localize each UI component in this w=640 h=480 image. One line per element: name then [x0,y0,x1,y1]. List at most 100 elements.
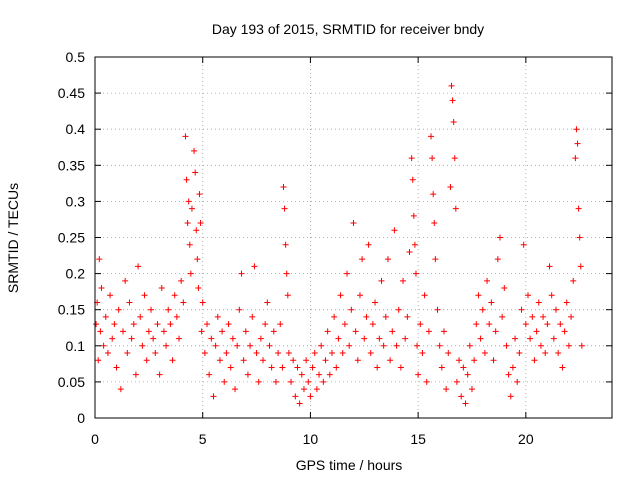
data-point [141,292,148,299]
data-point [169,357,176,364]
data-point [475,292,482,299]
data-point [531,357,538,364]
data-point [219,328,226,335]
data-point [158,285,165,292]
y-tick-label: 0.15 [58,302,85,318]
y-tick-label: 0.25 [58,230,85,246]
data-point [462,400,469,407]
data-points [93,82,585,407]
data-point [529,313,536,320]
data-point [216,357,223,364]
data-point [486,321,493,328]
data-point [575,205,582,212]
data-point [282,241,289,248]
data-point [292,393,299,400]
data-point [135,263,142,270]
data-point [395,306,402,313]
data-point [225,321,232,328]
data-point [542,350,549,357]
y-tick-label: 0.5 [66,49,86,65]
data-point [438,364,445,371]
data-point [344,270,351,277]
data-point [322,357,329,364]
data-point [109,335,116,342]
grid [95,57,612,418]
data-point [214,313,221,320]
data-point [270,328,277,335]
data-point [326,371,333,378]
data-point [456,357,463,364]
data-point [572,155,579,162]
data-point [507,393,514,400]
data-point [208,335,215,342]
data-point [167,321,174,328]
data-point [300,386,307,393]
data-point [408,155,415,162]
data-point [376,335,383,342]
data-point [471,357,478,364]
data-point [557,321,564,328]
data-point [183,176,190,183]
data-point [130,321,137,328]
data-point [359,256,366,263]
data-point [574,140,581,147]
data-point [540,313,547,320]
data-point [400,277,407,284]
data-point [251,263,258,270]
data-point [255,378,262,385]
data-point [423,378,430,385]
data-point [410,212,417,219]
data-point [561,328,568,335]
y-axis-label: SRMTID / TECUs [5,183,21,293]
data-point [229,335,236,342]
data-point [339,350,346,357]
data-point [185,198,192,205]
data-point [268,364,275,371]
data-point [201,350,208,357]
data-point [546,263,553,270]
data-point [196,191,203,198]
data-point [198,328,205,335]
data-point [186,241,193,248]
data-point [335,335,342,342]
data-point [415,371,422,378]
data-point [188,205,195,212]
data-point [406,248,413,255]
y-tick-label: 0.05 [58,374,85,390]
data-point [458,393,465,400]
data-point [122,277,129,284]
data-point [411,241,418,248]
data-point [221,378,228,385]
data-point [232,386,239,393]
data-point [223,350,230,357]
data-point [460,364,467,371]
x-tick-label: 5 [199,431,207,447]
data-point [378,277,385,284]
data-point [296,400,303,407]
data-point [436,342,443,349]
data-point [173,313,180,320]
data-point [464,371,471,378]
data-point [148,306,155,313]
data-point [193,227,200,234]
data-point [128,335,135,342]
data-point [352,328,359,335]
data-point [397,364,404,371]
data-point [468,386,475,393]
data-point [428,133,435,140]
data-point [393,342,400,349]
data-point [316,371,323,378]
data-point [372,299,379,306]
data-point [369,321,376,328]
data-point [184,220,191,227]
data-point [447,183,454,190]
data-point [492,328,499,335]
data-point [425,328,432,335]
data-point [210,393,217,400]
data-point [402,335,409,342]
x-axis-label: GPS time / hours [296,457,403,473]
data-point [350,220,357,227]
y-tick-label: 0 [77,410,85,426]
data-point [197,220,204,227]
y-tick-label: 0.3 [66,193,86,209]
